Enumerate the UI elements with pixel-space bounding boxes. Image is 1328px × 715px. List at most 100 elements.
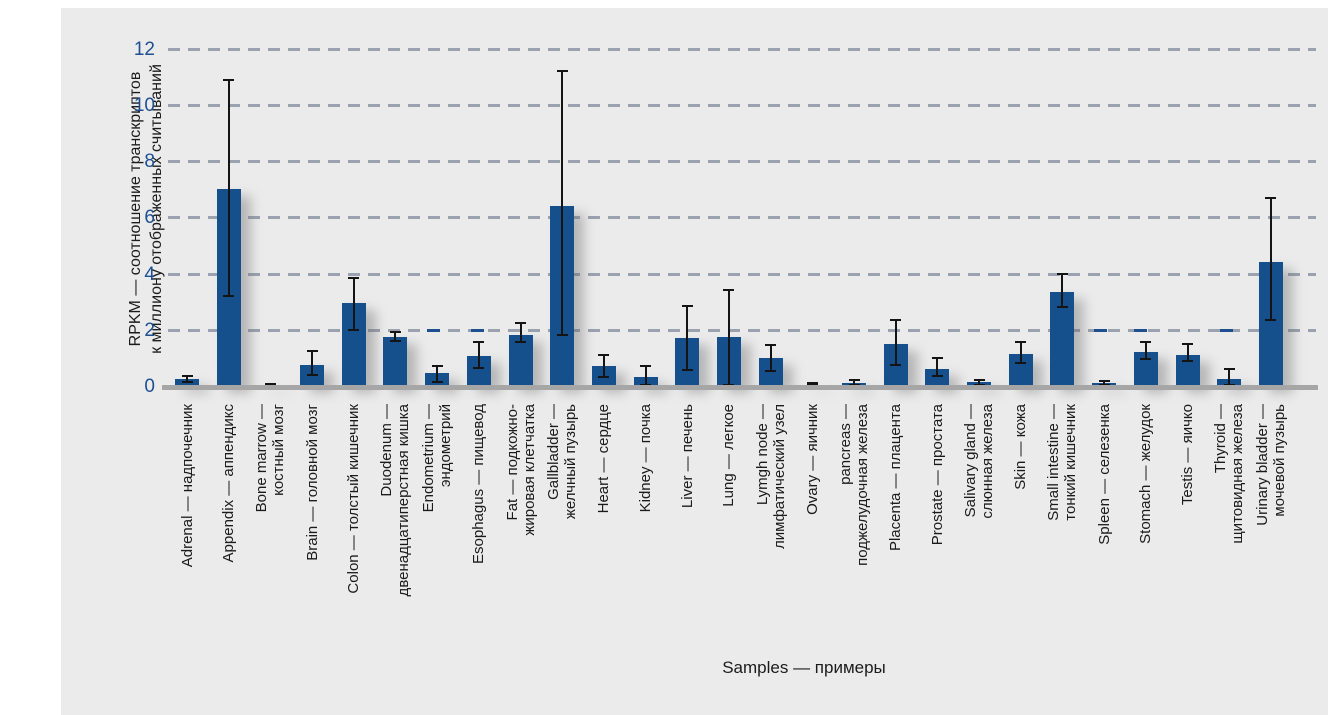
x-tick-label-line: жировая клетчатка	[520, 404, 538, 536]
x-tick-label: Placenta — плацента	[887, 404, 904, 664]
x-tick-label: Lymgh node — лимфатический узел	[754, 404, 788, 664]
x-tick-label-line: Skin — кожа	[1012, 404, 1030, 490]
x-tick-label: Thyroid — щитовидная железа	[1212, 404, 1246, 664]
y-tick-label: 8	[144, 151, 155, 173]
error-bar-line	[1228, 369, 1231, 385]
error-bar-line	[561, 71, 564, 336]
x-tick-label-line: Gallbladder —	[545, 404, 563, 500]
x-tick-label-line: Spleen — селезенка	[1095, 404, 1113, 545]
error-bar-cap	[765, 344, 777, 347]
x-tick-label-line: Ovary — яичник	[803, 404, 821, 515]
x-tick-label-line: эндометрий	[437, 404, 455, 488]
gridline-y2	[168, 328, 1316, 332]
error-bar-cap	[515, 341, 527, 344]
gridline-y8	[168, 160, 1316, 164]
error-bar-cap	[264, 382, 276, 385]
error-bar-line	[1019, 342, 1022, 363]
error-bar-cap	[973, 383, 985, 386]
error-bar-cap	[1098, 383, 1110, 386]
error-bar-line	[853, 380, 856, 385]
x-tick-label-line: Salivary gland —	[962, 404, 980, 518]
error-bar-line	[1103, 380, 1106, 385]
error-bar-line	[894, 319, 897, 365]
error-bar-line	[727, 290, 730, 385]
x-tick-label: Esophagus — пищевод	[470, 404, 487, 664]
error-bar-cap	[890, 363, 902, 366]
y-tick-label: 12	[133, 38, 155, 60]
x-tick-label-line: Thyroid —	[1212, 404, 1230, 474]
x-tick-label-line: Adrenal — надпочечник	[178, 404, 196, 568]
error-bar-cap	[598, 376, 610, 378]
x-tick-label: Testis — яичко	[1179, 404, 1196, 664]
error-bar-cap	[1223, 368, 1235, 371]
y-tick-label: 0	[144, 376, 155, 397]
x-tick-label-line: щитовидная железа	[1229, 404, 1247, 544]
x-tick-label-line: Esophagus — пищевод	[470, 404, 488, 564]
y-tick-label: 6	[144, 207, 155, 229]
x-tick-label-line: Small intestine —	[1045, 404, 1063, 521]
error-bar-line	[978, 380, 981, 385]
accent-dash	[471, 328, 484, 332]
error-bar-cap	[848, 383, 860, 386]
y-tick-label: 10	[133, 95, 155, 116]
error-bar-cap	[1265, 318, 1277, 321]
x-tick-label-line: желчный пузырь	[562, 404, 580, 520]
x-tick-label: Small intestine — тонкий кишечник	[1045, 404, 1079, 664]
error-bar-cap	[306, 373, 318, 376]
error-bar-cap	[431, 380, 443, 383]
error-bar-cap	[306, 349, 318, 352]
x-tick-label: Liver — печень	[679, 404, 696, 664]
gridline-y10	[168, 104, 1316, 107]
x-tick-label-line: Lung — легкое	[720, 404, 738, 507]
x-tick-label: Appendix — аппендикс	[220, 404, 237, 664]
x-axis-baseline	[162, 385, 1318, 390]
accent-dash	[1220, 328, 1233, 332]
x-tick-label: Gallbladder — желчный пузырь	[545, 404, 579, 664]
error-bar-cap	[1015, 341, 1027, 344]
error-bar-line	[1269, 197, 1272, 320]
x-tick-label: Skin — кожа	[1012, 404, 1029, 664]
accent-dash	[1094, 328, 1107, 332]
error-bar-cap	[223, 78, 235, 81]
x-tick-label-line: Colon — толстый кишечник	[345, 404, 363, 594]
x-tick-label: Lung — легкое	[720, 404, 737, 664]
error-bar-cap	[640, 383, 652, 386]
error-bar-cap	[348, 276, 360, 279]
error-bar-cap	[348, 328, 360, 331]
error-bar-cap	[1015, 361, 1027, 364]
x-tick-label: Ovary — яичник	[804, 404, 821, 664]
error-bar-cap	[806, 382, 818, 385]
error-bar-cap	[515, 321, 527, 324]
x-tick-label-line: двенадцатиперстная кишка	[395, 404, 413, 597]
x-tick-label-line: Bone marrow —	[253, 404, 271, 513]
error-bar-cap	[223, 295, 235, 298]
accent-dash	[1134, 328, 1147, 332]
gridline-y4	[168, 272, 1316, 276]
x-tick-label-line: Placenta — плацента	[887, 404, 905, 552]
x-tick-label-line: Prostate — простата	[928, 404, 946, 546]
error-bar-cap	[473, 341, 485, 344]
error-bar-line	[352, 277, 355, 330]
x-tick-label: Bone marrow — костный мозг	[253, 404, 287, 664]
gridline-y12	[168, 47, 1316, 51]
x-tick-label: Heart — сердце	[595, 404, 612, 664]
x-tick-label: Fat — подкожно-жировая клетчатка	[504, 404, 538, 664]
error-bar-cap	[1056, 306, 1068, 309]
gridline-y6	[168, 216, 1316, 220]
error-bar-line	[477, 342, 480, 368]
x-tick-label-line: поджелудочная железа	[854, 404, 872, 566]
error-bar-cap	[890, 318, 902, 321]
error-bar-cap	[973, 379, 985, 382]
x-tick-label-line: Fat — подкожно-	[503, 404, 521, 521]
x-tick-label-line: костный мозг	[270, 404, 288, 496]
error-bar-cap	[389, 340, 401, 343]
error-bar-cap	[1056, 272, 1068, 275]
x-tick-label-line: Testis — яичко	[1179, 404, 1197, 506]
x-tick-label-line: слюнная железа	[979, 404, 997, 519]
error-bar-line	[394, 332, 397, 342]
error-bar-cap	[723, 289, 735, 292]
x-tick-label: Colon — толстый кишечник	[345, 404, 362, 664]
x-tick-label-line: Duodenum —	[378, 404, 396, 497]
error-bar-cap	[556, 70, 568, 73]
